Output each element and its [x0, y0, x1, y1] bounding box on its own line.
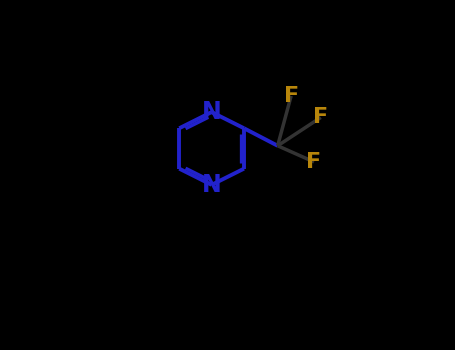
Text: N: N: [202, 100, 222, 124]
Text: F: F: [283, 86, 298, 106]
Text: N: N: [202, 173, 222, 197]
Text: F: F: [307, 152, 322, 172]
Text: F: F: [313, 107, 329, 127]
